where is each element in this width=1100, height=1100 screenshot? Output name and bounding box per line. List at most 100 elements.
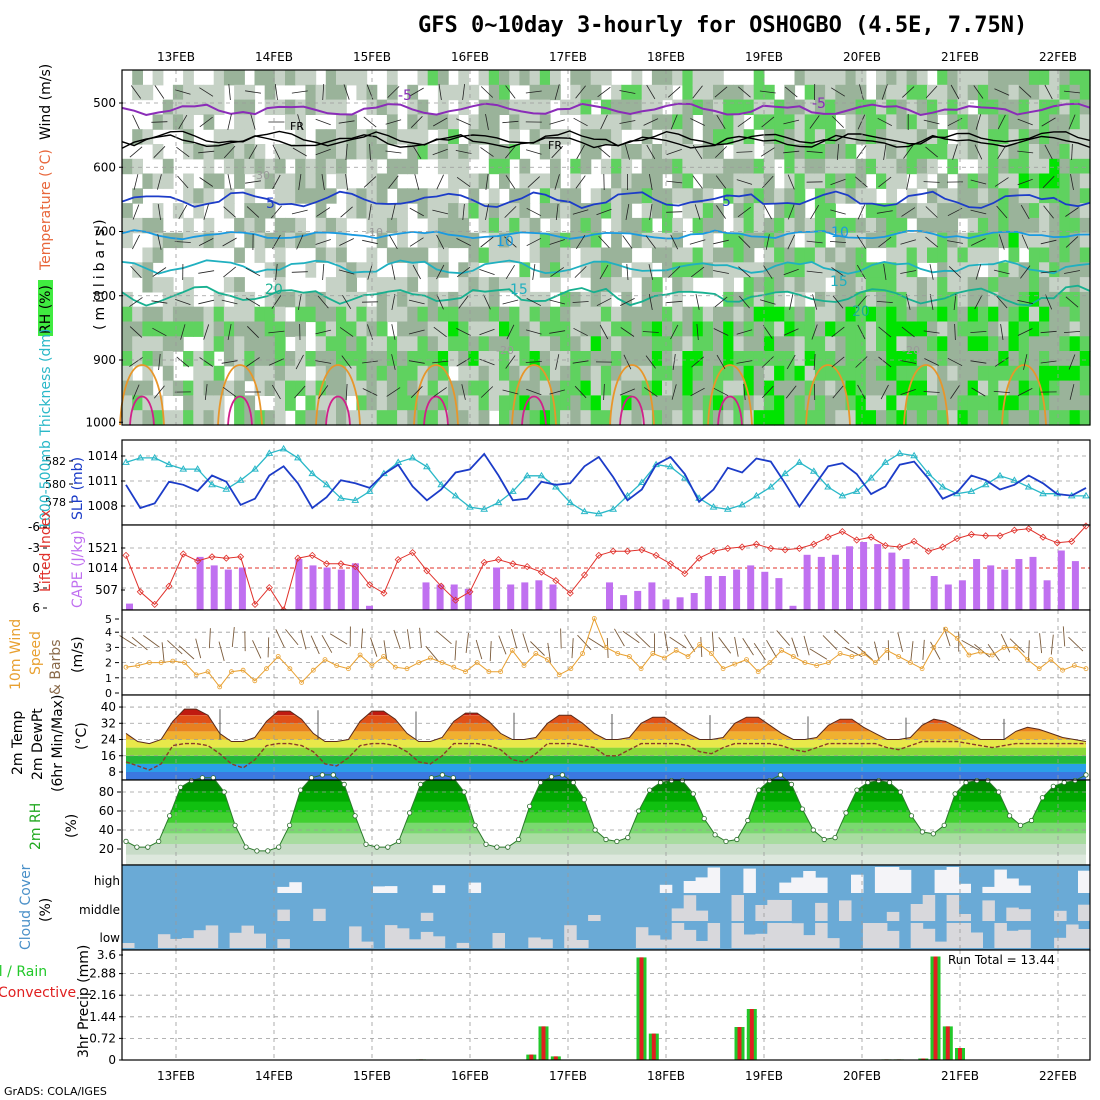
rh-cell <box>1069 247 1081 263</box>
rh-cell <box>172 232 184 249</box>
rh-cell <box>580 365 592 382</box>
rh-cell <box>183 70 194 86</box>
rh-cell <box>427 336 439 352</box>
rh-cell <box>835 336 847 352</box>
wind-speed-point <box>205 669 211 675</box>
wind-barb <box>245 180 261 184</box>
lifted-index-point <box>308 551 316 559</box>
rh-cell <box>784 395 796 411</box>
precip-conv-bar <box>933 956 938 1060</box>
wind-barb <box>363 116 377 128</box>
wind-speed-point <box>627 654 632 659</box>
wind-speed-point <box>908 660 913 665</box>
rh-cell <box>1049 217 1060 234</box>
rh-cell <box>865 262 877 278</box>
rh-cell <box>825 410 836 426</box>
rh-cell <box>590 365 602 382</box>
lifted-index-point <box>222 554 230 562</box>
rh-cell <box>1018 380 1030 396</box>
wind-barb <box>666 211 683 213</box>
rh-cell <box>1028 203 1040 219</box>
wind-barb <box>462 203 465 221</box>
rh-cell <box>1059 365 1071 382</box>
cloud-cell <box>492 933 505 948</box>
wind-barb <box>906 174 911 190</box>
rh-cell <box>713 173 724 189</box>
wind-barb <box>362 388 378 396</box>
wind-barb <box>526 388 542 396</box>
rh-point <box>919 829 926 835</box>
wind-barb <box>199 357 214 367</box>
rh-legend-swatch <box>38 280 53 336</box>
rh-cell <box>550 144 561 160</box>
rh-cell <box>886 144 897 160</box>
rh-cell <box>315 203 327 219</box>
rh-cell <box>692 70 704 86</box>
rh-cell <box>539 262 551 278</box>
rh-cell <box>611 247 622 263</box>
rh-cell <box>865 158 877 175</box>
wind-barb <box>905 294 911 310</box>
surface-barb <box>530 641 545 656</box>
rh-cell <box>600 365 612 382</box>
cape-bar <box>676 597 684 611</box>
rh-point <box>712 832 718 838</box>
wind-barb <box>223 145 236 159</box>
thickness-point <box>222 485 231 492</box>
surface-barb <box>522 633 530 653</box>
rh-cell <box>254 217 266 234</box>
wind-speed-point <box>217 684 223 690</box>
cloud-cell <box>683 881 697 893</box>
rh-cell <box>977 188 989 204</box>
lifted-index-point <box>939 543 947 551</box>
rh-cell <box>376 173 388 189</box>
rh-cell <box>1049 321 1060 337</box>
tick-label: 580 <box>45 478 66 491</box>
wind-barb <box>691 356 704 368</box>
tick-label: 1.44 <box>89 1010 116 1024</box>
wind-speed-point <box>193 672 199 678</box>
rh-cell <box>244 351 256 367</box>
rh-cell <box>835 247 847 263</box>
rh-cell <box>835 395 847 411</box>
wind-barb <box>855 176 868 188</box>
rh-cell <box>499 232 510 249</box>
wind-barb <box>502 389 519 395</box>
cape-bar <box>295 559 303 610</box>
cape-bar <box>718 576 726 610</box>
wind-barb <box>856 145 867 159</box>
rh-point <box>646 787 653 793</box>
wind-speed-point <box>603 645 609 650</box>
wind-speed-point <box>463 669 468 675</box>
wind-barb <box>315 360 332 364</box>
wind-barb <box>832 116 844 128</box>
thickness-point <box>623 491 632 499</box>
rh-cell <box>213 99 225 115</box>
rh-cell <box>814 99 826 115</box>
wind-barb <box>408 360 425 364</box>
cloud-cell <box>755 905 768 921</box>
rh-point <box>548 774 555 780</box>
rh-cell <box>641 365 653 382</box>
date-label-top: 19FEB <box>745 50 783 64</box>
rh-cell <box>539 99 551 115</box>
rh-cell <box>794 336 806 352</box>
rh-cell <box>315 321 327 337</box>
rh-cell <box>407 380 419 396</box>
rh-cell <box>427 321 439 337</box>
rh-cell <box>570 158 582 175</box>
rh-cell <box>692 380 704 396</box>
rh-cell <box>835 277 847 293</box>
rh-point <box>396 838 402 845</box>
rh-cell <box>743 158 755 175</box>
rh-cell <box>172 291 184 308</box>
lifted-index-point <box>867 533 875 541</box>
rh-cell <box>672 70 683 86</box>
wind-barb <box>876 210 893 214</box>
rh-cell <box>570 291 582 308</box>
wind-barb <box>505 355 516 369</box>
rh-cell <box>325 247 337 263</box>
rh-cell <box>814 203 826 219</box>
wind-barb <box>199 177 214 187</box>
